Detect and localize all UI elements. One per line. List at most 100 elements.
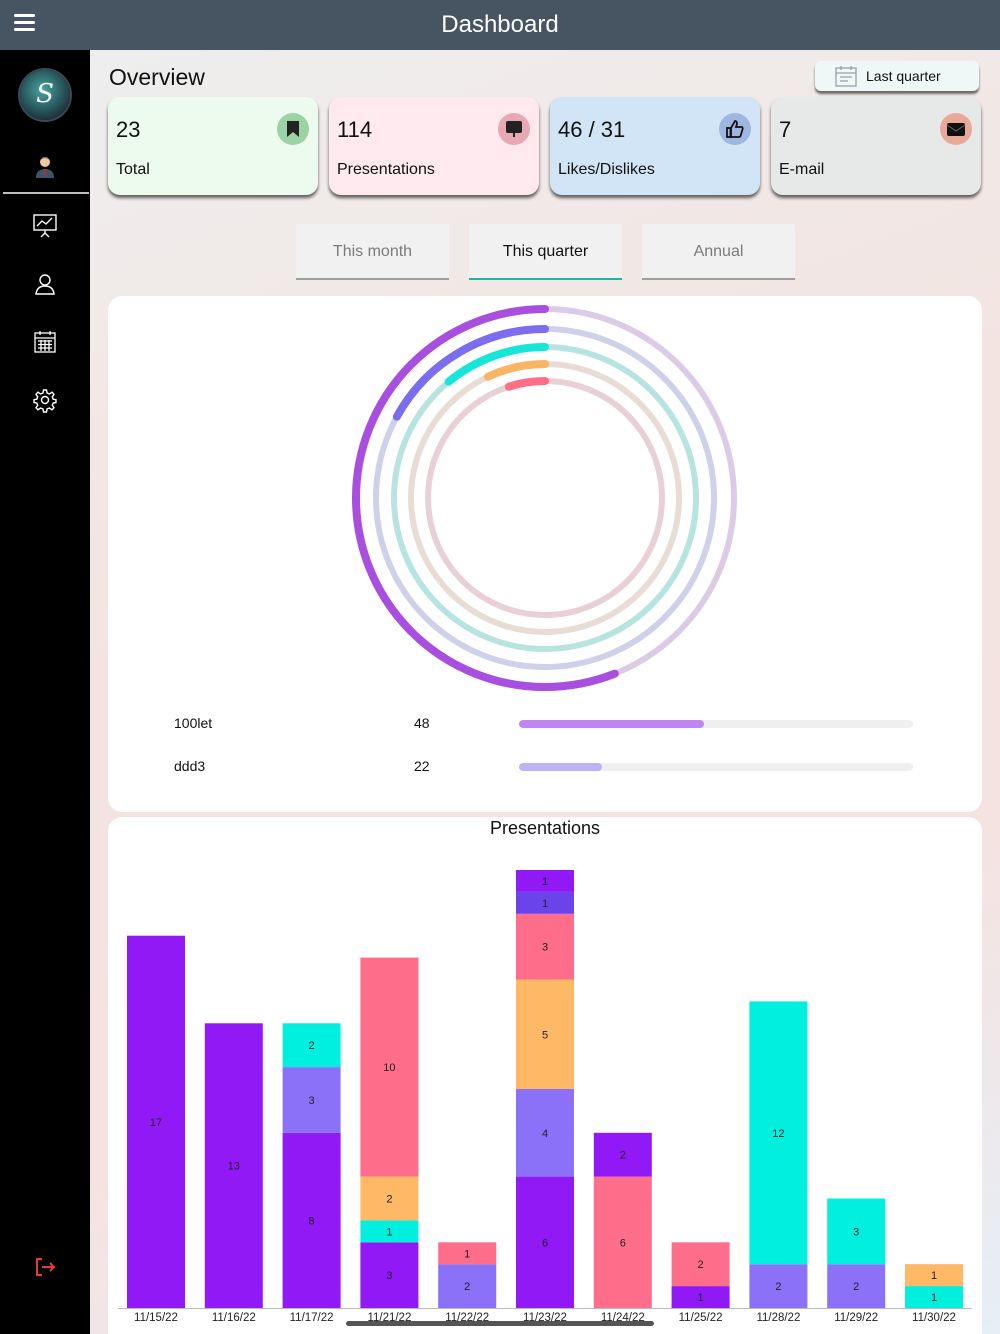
bar-value-label: 1 xyxy=(698,1292,704,1304)
bar-segment[interactable] xyxy=(127,935,185,1308)
legend-value: 48 xyxy=(414,715,430,731)
bar-segment[interactable] xyxy=(827,1264,886,1308)
bar-value-label: 3 xyxy=(542,942,548,954)
bar-value-label: 4 xyxy=(542,1128,548,1140)
bar-segment[interactable] xyxy=(516,913,574,980)
ring-track xyxy=(425,378,665,618)
ring-progress-arc xyxy=(352,305,738,691)
x-tick-label: 11/29/22 xyxy=(834,1312,878,1324)
presentation-icon xyxy=(498,113,530,145)
ring-chart xyxy=(352,305,738,691)
bar-segment[interactable] xyxy=(360,1220,419,1243)
horizontal-scrollbar[interactable] xyxy=(346,1321,654,1326)
legend-row: ddd3 22 xyxy=(174,758,924,778)
bar-value-label: 2 xyxy=(853,1281,859,1293)
ring-progress-arc xyxy=(424,377,666,619)
bar-chart-panel: Presentations 17 11/15/22 13 11/16/22 8 3 2 11/… xyxy=(108,817,982,1334)
ring-progress-arc xyxy=(407,360,683,636)
user-icon[interactable] xyxy=(30,152,60,182)
calendar-icon xyxy=(835,66,857,87)
bar-segment[interactable] xyxy=(593,1176,652,1308)
bar-value-label: 2 xyxy=(698,1259,704,1271)
tab-this-quarter[interactable]: This quarter xyxy=(469,224,622,280)
period-select-button[interactable]: Last quarter xyxy=(815,61,979,91)
bar-value-label: 3 xyxy=(309,1095,315,1107)
logout-icon[interactable] xyxy=(30,1252,60,1282)
overview-title: Overview xyxy=(109,64,205,90)
stat-card[interactable]: 46 / 31 Likes/Dislikes xyxy=(550,97,760,195)
bar-value-label: 1 xyxy=(542,898,548,910)
bar-segment[interactable] xyxy=(593,1132,652,1177)
bar-segment[interactable] xyxy=(516,1089,574,1177)
x-tick-label: 11/15/22 xyxy=(134,1312,178,1324)
bar-value-label: 1 xyxy=(931,1270,937,1282)
presentation-icon[interactable] xyxy=(30,210,60,240)
tab-label: This quarter xyxy=(502,243,589,260)
bar-value-label: 1 xyxy=(931,1292,937,1304)
sidebar: S xyxy=(0,50,90,1334)
ring-track xyxy=(391,344,699,652)
bar-segment[interactable] xyxy=(282,1023,341,1068)
stat-card[interactable]: 114 Presentations xyxy=(329,97,539,195)
envelope-icon xyxy=(940,113,972,145)
bar-segment[interactable] xyxy=(360,1242,419,1308)
bar-segment[interactable] xyxy=(905,1286,963,1308)
stat-value: 114 xyxy=(337,117,373,142)
bar-segment[interactable] xyxy=(516,979,574,1090)
bar-segment[interactable] xyxy=(905,1264,963,1287)
legend-name: 100let xyxy=(174,715,213,731)
bar-segment[interactable] xyxy=(282,1067,341,1133)
stat-value: 23 xyxy=(116,117,141,142)
tab-this-month[interactable]: This month xyxy=(296,224,449,280)
bar-segment[interactable] xyxy=(360,957,419,1177)
person-icon[interactable] xyxy=(30,269,60,299)
tab-annual[interactable]: Annual xyxy=(642,224,795,280)
ring-chart-panel: 100let 48 ddd3 22 xyxy=(108,296,982,812)
calendar-icon[interactable] xyxy=(30,327,60,357)
ring-progress-arc xyxy=(390,343,700,653)
bar-value-label: 1 xyxy=(464,1248,470,1260)
bar-segment[interactable] xyxy=(438,1264,497,1308)
hamburger-menu-icon[interactable] xyxy=(14,14,36,36)
thumbs-up-icon xyxy=(719,113,751,145)
bar-value-label: 1 xyxy=(542,876,548,888)
bar-segment[interactable] xyxy=(360,1176,419,1221)
bar-value-label: 8 xyxy=(309,1215,315,1227)
bar-segment[interactable] xyxy=(749,1264,808,1308)
bar-segment[interactable] xyxy=(516,891,574,914)
main-content: Overview Last quarter 23 Total 114 Presenta… xyxy=(90,50,1000,1334)
bar-segment[interactable] xyxy=(516,1176,574,1308)
bar-segment[interactable] xyxy=(671,1286,730,1308)
bar-value-label: 6 xyxy=(620,1237,626,1249)
x-tick-label: 11/28/22 xyxy=(756,1312,800,1324)
stat-label: Presentations xyxy=(337,161,435,178)
legend-value: 22 xyxy=(414,758,430,774)
bar-segment[interactable] xyxy=(204,1023,263,1308)
legend-name: ddd3 xyxy=(174,758,206,774)
period-select-label: Last quarter xyxy=(866,68,941,84)
bar-segment[interactable] xyxy=(282,1132,341,1308)
stat-card[interactable]: 7 E-mail xyxy=(771,97,981,195)
bar-segment[interactable] xyxy=(516,870,574,892)
settings-icon[interactable] xyxy=(30,385,60,415)
stat-label: E-mail xyxy=(779,161,825,178)
tab-label: Annual xyxy=(693,243,744,260)
bar-value-label: 5 xyxy=(542,1029,548,1041)
bar-value-label: 2 xyxy=(309,1040,315,1052)
ring-track xyxy=(408,361,682,635)
bar-segment[interactable] xyxy=(438,1242,497,1265)
bar-value-label: 2 xyxy=(464,1281,470,1293)
bar-segment[interactable] xyxy=(749,1001,808,1265)
bookmark-icon xyxy=(277,113,309,145)
stat-card[interactable]: 23 Total xyxy=(108,97,318,195)
legend-progress-fill xyxy=(519,720,705,728)
logo-letter: S xyxy=(36,79,54,109)
app-logo[interactable]: S xyxy=(20,70,70,120)
bar-segment[interactable] xyxy=(671,1242,730,1287)
bar-segment[interactable] xyxy=(827,1198,886,1265)
x-tick-label: 11/16/22 xyxy=(212,1312,256,1324)
tab-label: This month xyxy=(332,243,413,260)
bar-chart: 1711/15/221311/16/2283211/17/223121011/2… xyxy=(118,870,972,1324)
chart-title: Presentations xyxy=(489,818,601,838)
stat-label: Total xyxy=(116,161,150,178)
